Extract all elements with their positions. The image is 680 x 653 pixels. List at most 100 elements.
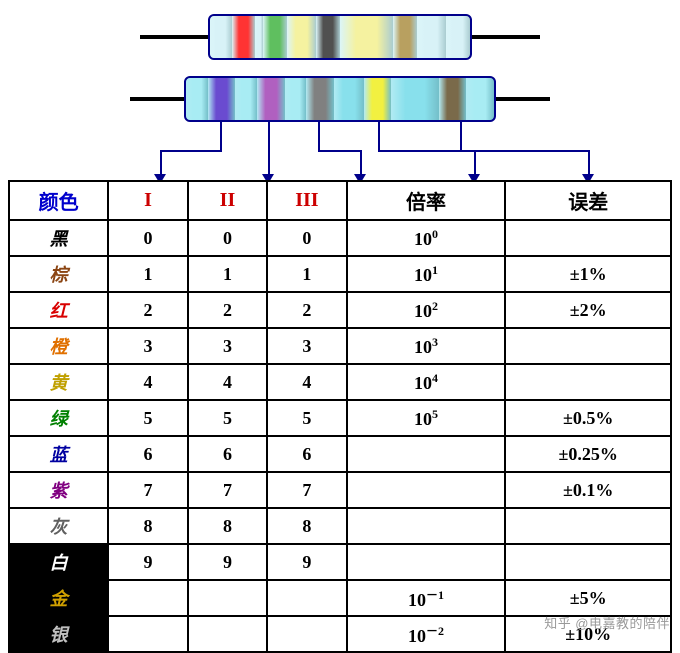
tolerance-cell: ±5% [505,580,671,616]
digit-cell: 3 [267,328,346,364]
tolerance-cell [505,508,671,544]
multiplier-cell: 100 [347,220,506,256]
digit-cell: 0 [108,220,187,256]
digit-cell: 3 [108,328,187,364]
color-name-cell: 紫 [9,472,108,508]
digit-cell [267,616,346,652]
col-header-5: 误差 [505,181,671,220]
digit-cell [267,580,346,616]
color-name-cell: 棕 [9,256,108,292]
tolerance-cell: ±2% [505,292,671,328]
multiplier-cell: 105 [347,400,506,436]
color-name-cell: 红 [9,292,108,328]
arrow-a2-v1 [268,122,270,150]
arrow-a3-h [318,150,362,152]
arrow-a3-v1 [318,122,320,150]
tolerance-cell [505,364,671,400]
resistor-5band-lead-right [496,97,550,101]
color-name-cell: 银 [9,616,108,652]
color-name-cell: 黑 [9,220,108,256]
resistor-4band-band-1 [232,16,256,58]
table-row: 黄444104 [9,364,671,400]
tolerance-cell: ±0.25% [505,436,671,472]
resistor-5band-band-0 [186,78,208,120]
resistor-4band-band-0 [210,16,232,58]
digit-cell: 4 [267,364,346,400]
resistor-4band-lead-right [472,35,540,39]
digit-cell: 8 [108,508,187,544]
resistor-5band-band-7 [364,78,392,120]
digit-cell: 4 [108,364,187,400]
table-row: 棕111101±1% [9,256,671,292]
arrow-a4-v2 [474,150,476,176]
tolerance-cell [505,220,671,256]
digit-cell: 7 [108,472,187,508]
multiplier-cell [347,508,506,544]
resistor-4band-body [208,14,472,60]
col-header-3: III [267,181,346,220]
resistor-5band-band-1 [208,78,236,120]
resistor-5band-band-9 [439,78,467,120]
resistor-4band-band-6 [340,16,393,58]
digit-cell: 3 [188,328,267,364]
resistor-5band-lead-left [130,97,184,101]
resistor-5band-band-10 [466,78,494,120]
watermark: 知乎 @电嘉教的陪伴 [544,613,670,632]
digit-cell: 2 [188,292,267,328]
table-row: 灰888 [9,508,671,544]
resistor-4band-band-5 [316,16,340,58]
digit-cell: 4 [188,364,267,400]
multiplier-cell: 101 [347,256,506,292]
digit-cell: 5 [108,400,187,436]
multiplier-cell: 10－2 [347,616,506,652]
digit-cell: 6 [267,436,346,472]
arrow-a3-v2 [360,150,362,176]
resistor-5band-body [184,76,496,122]
digit-cell: 5 [267,400,346,436]
color-name-cell: 白 [9,544,108,580]
digit-cell: 1 [188,256,267,292]
digit-cell: 8 [188,508,267,544]
resistor-4band-lead-left [140,35,208,39]
resistor-5band-band-8 [391,78,438,120]
resistor-4band-band-8 [417,16,447,58]
arrow-a5-v2 [588,150,590,176]
multiplier-cell: 102 [347,292,506,328]
col-header-4: 倍率 [347,181,506,220]
digit-cell: 1 [108,256,187,292]
table-row: 金10－1±5% [9,580,671,616]
resistor-4band-band-9 [446,16,470,58]
resistor-5band-band-6 [334,78,364,120]
table-row: 蓝666±0.25% [9,436,671,472]
digit-cell: 6 [188,436,267,472]
table-row: 紫777±0.1% [9,472,671,508]
digit-cell: 7 [267,472,346,508]
digit-cell [108,616,187,652]
tolerance-cell [505,328,671,364]
arrow-a2-v2 [268,150,270,176]
resistor-4band-band-7 [393,16,417,58]
arrow-a1-v1 [220,122,222,150]
digit-cell: 5 [188,400,267,436]
multiplier-cell [347,544,506,580]
resistor-5band-band-2 [235,78,257,120]
multiplier-cell: 10－1 [347,580,506,616]
arrow-a5-v1 [460,122,462,150]
col-header-1: I [108,181,187,220]
table-row: 橙333103 [9,328,671,364]
digit-cell [188,580,267,616]
resistor-5band-band-3 [257,78,285,120]
digit-cell [108,580,187,616]
color-code-table: 颜色IIIIII倍率误差黑000100棕111101±1%红222102±2%橙… [8,180,672,653]
color-name-cell: 橙 [9,328,108,364]
digit-cell: 8 [267,508,346,544]
digit-cell: 9 [267,544,346,580]
color-name-cell: 蓝 [9,436,108,472]
multiplier-cell: 103 [347,328,506,364]
arrow-a4-v1 [378,122,380,150]
table-row: 红222102±2% [9,292,671,328]
multiplier-cell: 104 [347,364,506,400]
resistor-4band-band-3 [263,16,287,58]
tolerance-cell: ±0.5% [505,400,671,436]
digit-cell: 2 [267,292,346,328]
